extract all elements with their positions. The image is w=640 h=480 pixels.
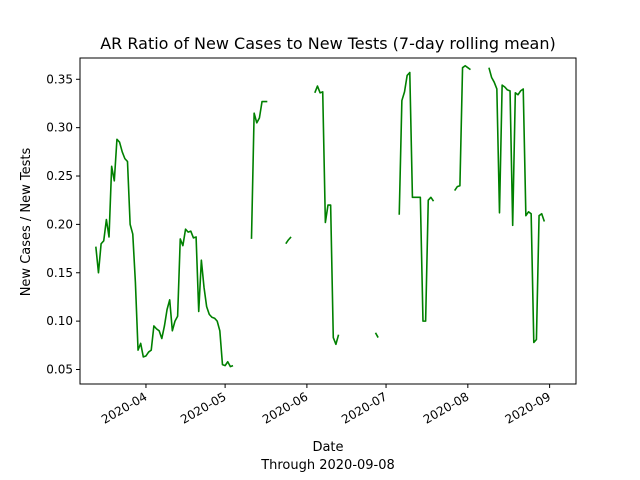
x-tick-label: 2020-07 xyxy=(339,389,389,426)
series-line-segment xyxy=(250,100,268,239)
x-axis-label: Date xyxy=(312,440,343,455)
series-line-segment xyxy=(285,236,292,245)
x-tick-label: 2020-09 xyxy=(503,389,553,426)
plot-lines xyxy=(95,64,546,368)
x-tick-label: 2020-04 xyxy=(99,389,149,426)
y-axis: 0.05 0.10 0.15 0.20 0.25 0.30 0.35 xyxy=(46,72,80,376)
y-tick-label: 0.10 xyxy=(46,314,73,328)
y-tick-label: 0.30 xyxy=(46,121,73,135)
x-tick-label: 2020-08 xyxy=(421,389,471,426)
x-axis: 2020-04 2020-05 2020-06 2020-07 2020-08 2020-… xyxy=(99,384,553,427)
y-tick-label: 0.05 xyxy=(46,362,73,376)
x-axis-sublabel: Through 2020-09-08 xyxy=(260,458,395,473)
series-line-segment xyxy=(374,332,379,338)
y-tick-label: 0.25 xyxy=(46,169,73,183)
plot-frame xyxy=(79,57,577,385)
y-tick-label: 0.35 xyxy=(46,72,73,86)
series-line-segment xyxy=(453,64,471,191)
chart-title: AR Ratio of New Cases to New Tests (7-da… xyxy=(100,34,556,53)
series-line-segment xyxy=(488,67,546,344)
x-tick-label: 2020-06 xyxy=(260,389,310,426)
x-tick-label: 2020-05 xyxy=(178,389,228,426)
series-line-segment xyxy=(314,85,340,346)
series-line-segment xyxy=(398,71,435,322)
y-tick-label: 0.20 xyxy=(46,217,73,231)
series-line-segment xyxy=(95,138,234,368)
y-axis-label: New Cases / New Tests xyxy=(19,147,34,296)
y-tick-label: 0.15 xyxy=(46,266,73,280)
